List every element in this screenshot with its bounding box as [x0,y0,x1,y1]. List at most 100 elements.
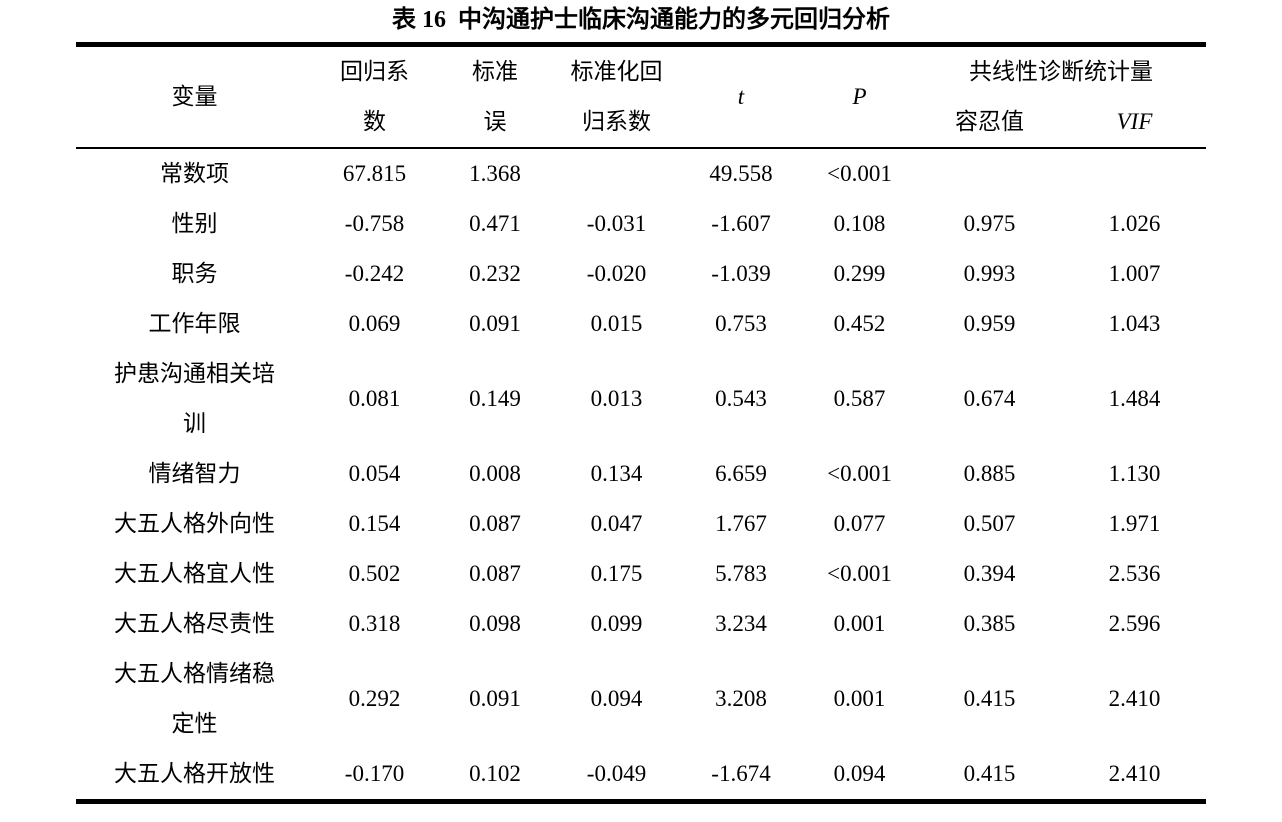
col-header-standard-error: 标准 误 [472,59,518,134]
std-coefficient-cell [554,148,679,199]
variable-cell: 常数项 [160,161,229,186]
std-coefficient-cell: -0.049 [586,761,647,786]
coefficient-cell: 0.054 [348,461,401,486]
coefficient-cell: 0.069 [348,311,401,336]
std-coefficient-cell: 0.099 [590,611,643,636]
variable-cell: 护患沟通相关培 训 [114,361,275,436]
std-error-cell: 0.471 [469,211,521,236]
coefficient-cell: 0.081 [348,386,401,411]
variable-cell: 工作年限 [148,311,241,336]
t-value-cell: -1.607 [711,211,771,236]
col-header-tolerance: 容忍值 [955,109,1024,134]
col-header-p: P [852,84,867,109]
table-row: 大五人格外向性 0.154 0.087 0.047 1.767 0.077 0.507 1.9… [76,499,1206,549]
vif-cell: 1.130 [1108,461,1161,486]
col-header-vif: VIF [1116,109,1153,134]
variable-cell: 性别 [171,211,218,236]
p-value-cell: 0.587 [833,386,886,411]
std-coefficient-cell: 0.094 [590,686,643,711]
t-value-cell: -1.674 [711,761,771,786]
tolerance-cell [916,148,1063,199]
vif-cell: 2.536 [1108,561,1161,586]
variable-cell: 大五人格外向性 [114,511,275,536]
coefficient-cell: -0.758 [344,211,405,236]
std-coefficient-cell: 0.013 [590,386,643,411]
table-row: 职务 -0.242 0.232 -0.020 -1.039 0.299 0.993 1.007 [76,249,1206,299]
variable-cell: 大五人格情绪稳 定性 [114,661,275,736]
table-body: 常数项 67.815 1.368 49.558 <0.001 性别 -0.758 0.471 -… [76,148,1206,802]
tolerance-cell: 0.674 [963,386,1016,411]
p-value-cell: 0.299 [833,261,886,286]
col-header-t: t [737,84,745,109]
t-value-cell: 6.659 [715,461,767,486]
std-error-cell: 0.102 [469,761,521,786]
t-value-cell: 0.753 [715,311,767,336]
std-error-cell: 0.091 [469,311,521,336]
col-header-standardized-coefficient: 标准化回 归系数 [570,59,663,134]
std-error-cell: 0.087 [469,511,521,536]
p-value-cell: 0.077 [833,511,886,536]
variable-cell: 大五人格宜人性 [114,561,275,586]
vif-cell: 1.971 [1108,511,1161,536]
vif-cell: 1.043 [1108,311,1161,336]
vif-cell: 2.410 [1108,761,1161,786]
t-value-cell: 1.767 [715,511,767,536]
vif-cell [1063,148,1206,199]
table-row: 常数项 67.815 1.368 49.558 <0.001 [76,148,1206,199]
col-header-regression-coefficient: 回归系 数 [340,59,409,134]
table-title: 表 16 中沟通护士临床沟通能力的多元回归分析 [392,7,890,33]
p-value-cell: <0.001 [827,161,892,186]
vif-cell: 2.596 [1108,611,1161,636]
header-row-2: 容忍值 VIF [76,97,1206,148]
tolerance-cell: 0.415 [963,761,1016,786]
vif-cell: 2.410 [1108,686,1161,711]
variable-cell: 大五人格尽责性 [114,611,275,636]
coefficient-cell: -0.242 [344,261,405,286]
std-error-cell: 1.368 [469,161,521,186]
std-error-cell: 0.087 [469,561,521,586]
header-row-1: 变量 回归系 数 标准 误 标准化回 归系数 t P 共线性诊断统计量 [76,45,1206,134]
std-error-cell: 0.232 [469,261,521,286]
std-coefficient-cell: 0.015 [590,311,643,336]
table-row: 大五人格尽责性 0.318 0.098 0.099 3.234 0.001 0.385 2.5… [76,599,1206,649]
table-row: 工作年限 0.069 0.091 0.015 0.753 0.452 0.959 1.043 [76,299,1206,349]
tolerance-cell: 0.385 [963,611,1016,636]
table-row: 大五人格情绪稳 定性 0.292 0.091 0.094 3.208 0.001 0.415… [76,649,1206,749]
vif-cell: 1.026 [1108,211,1161,236]
p-value-cell: <0.001 [827,461,892,486]
coefficient-cell: 0.154 [348,511,401,536]
tolerance-cell: 0.885 [963,461,1016,486]
std-error-cell: 0.091 [469,686,521,711]
coefficient-cell: -0.170 [344,761,405,786]
p-value-cell: 0.452 [833,311,886,336]
std-coefficient-cell: -0.020 [586,261,647,286]
t-value-cell: 49.558 [709,161,773,186]
std-error-cell: 0.149 [469,386,521,411]
t-value-cell: 5.783 [715,561,767,586]
tolerance-cell: 0.993 [963,261,1016,286]
t-value-cell: -1.039 [711,261,771,286]
std-coefficient-cell: 0.134 [590,461,643,486]
tolerance-cell: 0.507 [963,511,1016,536]
p-value-cell: 0.094 [833,761,886,786]
col-header-collinearity-diagnostics: 共线性诊断统计量 [969,59,1153,84]
col-header-variable: 变量 [171,84,218,109]
variable-cell: 情绪智力 [148,461,241,486]
p-value-cell: 0.001 [833,686,886,711]
tolerance-cell: 0.959 [963,311,1016,336]
coefficient-cell: 67.815 [342,161,407,186]
tolerance-cell: 0.975 [963,211,1016,236]
table-row: 护患沟通相关培 训 0.081 0.149 0.013 0.543 0.587 0.674 1… [76,349,1206,449]
std-coefficient-cell: 0.047 [590,511,643,536]
std-coefficient-cell: -0.031 [586,211,647,236]
regression-table: 变量 回归系 数 标准 误 标准化回 归系数 t P 共线性诊断统计量 容忍值 … [76,42,1206,804]
p-value-cell: <0.001 [827,561,892,586]
std-error-cell: 0.008 [469,461,521,486]
tolerance-cell: 0.415 [963,686,1016,711]
variable-cell: 大五人格开放性 [114,761,275,786]
vif-cell: 1.484 [1108,386,1161,411]
coefficient-cell: 0.502 [348,561,401,586]
coefficient-cell: 0.292 [348,686,401,711]
table-row: 情绪智力 0.054 0.008 0.134 6.659 <0.001 0.885 1.130 [76,449,1206,499]
p-value-cell: 0.001 [833,611,886,636]
